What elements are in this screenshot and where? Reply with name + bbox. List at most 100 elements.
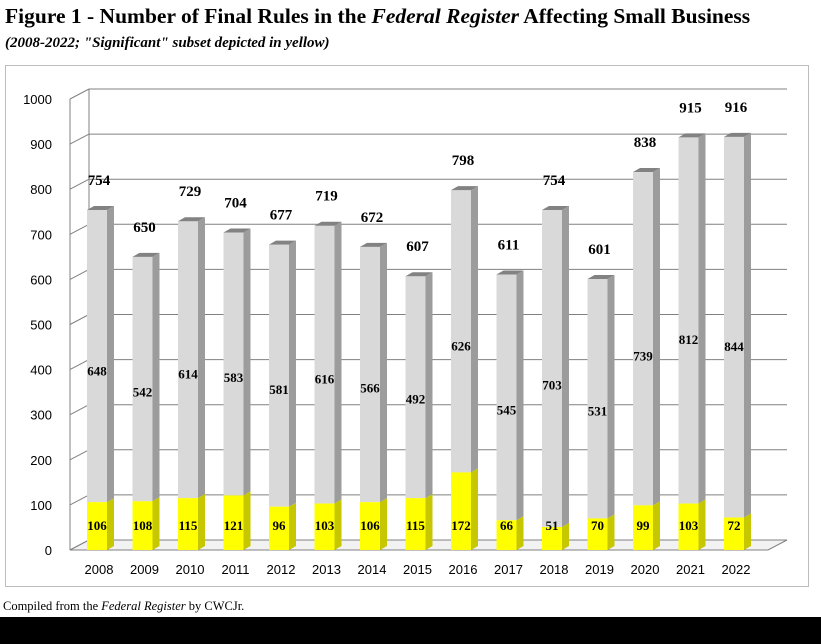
nonsignificant-value-label: 614 (178, 367, 198, 382)
total-value-label: 916 (725, 100, 748, 116)
total-value-label: 754 (88, 173, 111, 189)
y-tick-label: 600 (30, 272, 52, 287)
bar-total (724, 136, 744, 518)
bar-total-side (107, 205, 114, 503)
bar-significant (633, 505, 653, 550)
gridline-depth (69, 404, 90, 416)
title-prefix: Figure 1 - Number of Final Rules in the (5, 4, 372, 28)
bar-total-top (496, 270, 524, 275)
nonsignificant-value-label: 703 (542, 377, 562, 392)
bar-significant-side (471, 468, 478, 550)
x-tick-label: 2021 (676, 562, 705, 577)
nonsignificant-value-label: 542 (133, 384, 153, 399)
total-value-label: 601 (588, 242, 611, 258)
bar-total (542, 209, 562, 527)
bar-total-side (471, 186, 478, 473)
bar-total-side (562, 205, 569, 527)
bar-total (87, 209, 107, 503)
bar-significant (405, 498, 426, 550)
bar-total (633, 172, 653, 506)
x-tick-label: 2022 (722, 562, 751, 577)
nonsignificant-value-label: 492 (406, 391, 426, 406)
x-tick-label: 2019 (585, 562, 614, 577)
significant-value-label: 70 (591, 518, 604, 533)
bar-total-top (451, 186, 478, 191)
bar-significant (360, 502, 380, 550)
bar-total (314, 225, 335, 504)
significant-value-label: 99 (637, 518, 651, 533)
bar-total (496, 274, 517, 521)
y-tick-label: 100 (30, 498, 52, 513)
x-tick-label: 2008 (85, 562, 114, 577)
gridline-depth (69, 178, 90, 190)
total-value-label: 719 (315, 189, 338, 205)
bar-significant (724, 517, 744, 550)
significant-value-label: 121 (224, 518, 244, 533)
significant-value-label: 72 (728, 518, 741, 533)
chart-subtitle: (2008-2022; "Significant" subset depicte… (5, 35, 330, 51)
bar-significant-side (516, 516, 524, 550)
y-tick-label: 900 (30, 137, 52, 152)
y-tick-label: 0 (45, 543, 52, 558)
x-tick-label: 2015 (403, 562, 432, 577)
y-tick-label: 700 (30, 227, 52, 242)
bar-total (132, 256, 153, 502)
total-value-label: 677 (270, 208, 293, 224)
bar-total-side (198, 217, 205, 499)
total-value-label: 611 (498, 237, 520, 253)
gridline-depth (69, 88, 90, 100)
nonsignificant-value-label: 626 (451, 338, 471, 353)
bar-significant-side (107, 498, 114, 550)
bar-significant-side (607, 514, 615, 550)
chart-title: Figure 1 - Number of Final Rules in the … (5, 4, 817, 29)
footer-credit: Compiled from the Federal Register by CW… (3, 599, 244, 614)
bar-total-side (744, 132, 751, 518)
bar-total-side (698, 133, 706, 504)
gridline-depth (69, 494, 90, 506)
bar-significant (223, 495, 244, 550)
bar-total-top (587, 274, 615, 279)
nonsignificant-value-label: 545 (497, 403, 517, 418)
bar-total (223, 232, 244, 496)
total-value-label: 672 (361, 210, 384, 226)
bar-total-top (132, 252, 160, 257)
x-tick-label: 2020 (631, 562, 660, 577)
footer-suffix: by CWCJr. (185, 599, 245, 613)
bar-significant-side (334, 499, 342, 550)
total-value-label: 650 (133, 220, 156, 236)
bar-total-side (380, 242, 387, 503)
bar-total-top (360, 242, 387, 247)
bar-total (678, 137, 699, 504)
total-value-label: 729 (179, 184, 202, 200)
bar-significant-side (243, 491, 251, 550)
bar-total-side (425, 272, 433, 499)
significant-value-label: 115 (179, 518, 198, 533)
bar-total-top (223, 228, 251, 233)
significant-value-label: 103 (679, 518, 699, 533)
total-value-label: 704 (224, 195, 247, 211)
nonsignificant-value-label: 566 (360, 380, 380, 395)
bar-total (405, 276, 426, 499)
bar-total (451, 190, 471, 473)
title-suffix: Affecting Small Business (519, 4, 751, 28)
bar-significant (496, 520, 517, 550)
bar-total-side (607, 274, 615, 519)
total-value-label: 607 (406, 239, 429, 255)
bar-significant-side (698, 499, 706, 550)
bar-total-top (633, 168, 660, 173)
x-tick-label: 2010 (176, 562, 205, 577)
total-value-label: 798 (452, 153, 475, 169)
bar-total-top (678, 133, 706, 138)
significant-value-label: 108 (133, 518, 153, 533)
bar-significant (87, 502, 107, 550)
bar-significant-side (744, 513, 751, 550)
gridline-depth (69, 314, 90, 325)
bar-total (178, 221, 198, 499)
bar-total-top (269, 240, 296, 245)
y-tick-label: 500 (30, 318, 52, 333)
bar-significant-side (152, 497, 160, 550)
footer-prefix: Compiled from the (3, 599, 102, 613)
x-tick-label: 2016 (449, 562, 478, 577)
bar-significant (314, 503, 335, 550)
x-tick-label: 2011 (222, 562, 250, 577)
